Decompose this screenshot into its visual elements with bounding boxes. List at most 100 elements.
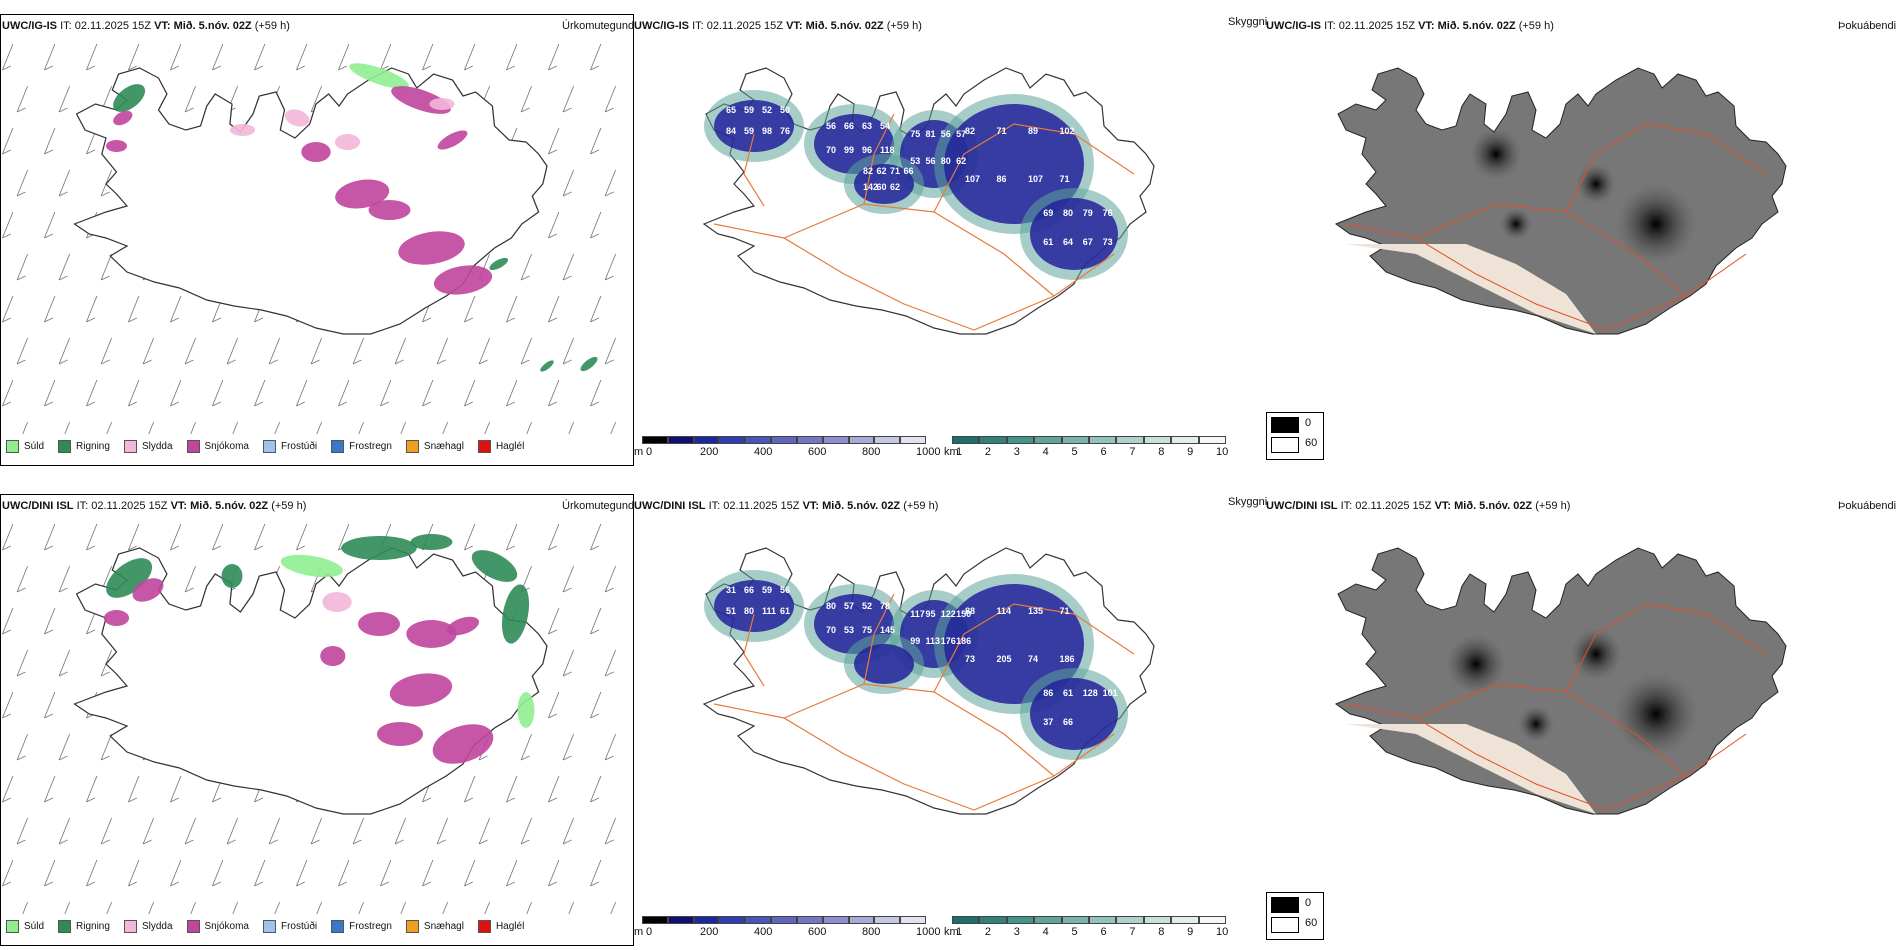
- panel-title-visibility: Skyggni: [1228, 16, 1268, 28]
- colorbar-tick-label: 0: [646, 926, 653, 938]
- wind-barb: [58, 565, 70, 593]
- wind-barb: [506, 295, 518, 323]
- dense-fog-area: [1446, 634, 1506, 694]
- precip-area: [406, 620, 457, 648]
- wind-barb: [128, 859, 140, 887]
- colorbar-segment: [719, 436, 746, 444]
- colorbar-segment: [1061, 436, 1089, 444]
- snow-depth-value: 80: [1063, 208, 1073, 218]
- wind-barb: [310, 85, 322, 113]
- colorbar-segment: [796, 916, 823, 924]
- colorbar-segment: [1143, 436, 1172, 444]
- snow-depth-value: 61: [780, 606, 790, 616]
- model-name: UWC/IG-IS: [1266, 20, 1321, 32]
- dense-fog-area: [1518, 706, 1554, 742]
- precip-type-legend-2: Súld Rigning Slydda Snjókoma Frostúði Frostre…: [6, 920, 538, 933]
- legend-label: Haglél: [495, 921, 525, 932]
- snow-depth-value: 59: [744, 126, 754, 136]
- wind-barb: [212, 859, 224, 887]
- dense-fog-area: [1470, 128, 1522, 180]
- dense-fog-area: [1576, 164, 1616, 204]
- wind-barb: [44, 379, 56, 407]
- wind-barb: [16, 169, 28, 197]
- wind-barb: [128, 379, 140, 407]
- wind-barb: [226, 337, 238, 365]
- wind-barb: [86, 43, 98, 71]
- legend-swatch: [477, 920, 491, 933]
- wind-barb: [310, 337, 322, 365]
- it-label: IT:: [76, 500, 89, 512]
- colorbar-segment: [1143, 916, 1172, 924]
- legend-swatch: [186, 920, 200, 933]
- it-label: IT:: [1340, 500, 1353, 512]
- it-value: 02.11.2025 15Z: [1355, 500, 1432, 512]
- precip-area: [357, 612, 400, 636]
- wind-barb: [106, 901, 112, 914]
- colorbar-segment: [874, 916, 901, 924]
- legend-label: Slydda: [141, 441, 173, 452]
- wind-barb: [58, 817, 70, 845]
- snow-depth-value: 99: [844, 145, 854, 155]
- wind-barb: [2, 43, 14, 71]
- snow-depth-value: 117: [910, 609, 925, 619]
- colorbar-segment: [1171, 436, 1199, 444]
- wind-barb: [548, 523, 560, 551]
- precip-type-map-1: [2, 43, 616, 434]
- it-value: 02.11.2025 15Z: [74, 20, 151, 32]
- wind-barb: [506, 523, 518, 551]
- colorbar-segment: [693, 436, 720, 444]
- precip-area: [341, 536, 417, 560]
- snow-depth-area: [854, 164, 914, 204]
- legend-item: Rigning: [58, 440, 110, 453]
- snow-depth-value: 73: [965, 654, 975, 664]
- colorbar-segment: [1034, 916, 1062, 924]
- fog-scale-swatch: [1271, 437, 1299, 453]
- legend-item: Haglél: [477, 920, 525, 933]
- snow-depth-value: 64: [1063, 237, 1073, 247]
- colorbar-unit: m: [634, 926, 644, 938]
- vt-label: VT:: [170, 500, 188, 512]
- precip-type-legend-1: Súld Rigning Slydda Snjókoma Frostúði Frostre…: [6, 440, 538, 453]
- run-header-1c: UWC/IG-IS IT: 02.11.2025 15Z VT: Mið. 5.…: [1266, 20, 1554, 32]
- dense-fog-area: [1500, 208, 1532, 240]
- wind-barb: [338, 43, 350, 71]
- legend-item: Súld: [6, 920, 44, 933]
- legend-item: Frostúði: [262, 440, 317, 453]
- snow-depth-value: 56: [826, 121, 836, 131]
- colorbar-segment: [796, 436, 823, 444]
- colorbar-tick-label: 0: [646, 446, 653, 458]
- wind-barb: [590, 43, 602, 71]
- wind-barb: [590, 775, 602, 803]
- colorbar-tick-label: 6: [1100, 926, 1107, 938]
- wind-barb: [422, 859, 434, 887]
- road-line: [743, 613, 765, 687]
- precip-area: [284, 109, 310, 127]
- wind-barb: [590, 859, 602, 887]
- wind-barb: [296, 379, 308, 407]
- snow-depth-value: 61: [1043, 237, 1053, 247]
- wind-barb: [568, 421, 574, 434]
- wind-barb: [562, 337, 574, 365]
- wind-barb: [548, 859, 560, 887]
- wind-barb: [254, 859, 266, 887]
- fog-free-lowland: [1346, 724, 1596, 814]
- wind-barb: [232, 901, 238, 914]
- snow-depth-value: 59: [762, 585, 772, 595]
- wind-barb: [604, 337, 616, 365]
- fog-colorbar-1: 0 60: [1266, 412, 1324, 460]
- colorbar-tick-label: 10: [1216, 446, 1229, 458]
- wind-barb: [548, 211, 560, 239]
- colorbar-tick-label: 200: [700, 926, 719, 938]
- snow-depth-value: 52: [862, 601, 872, 611]
- colorbar-segment: [642, 436, 668, 444]
- snow-depth-value: 76: [1103, 208, 1113, 218]
- legend-swatch: [262, 440, 276, 453]
- wind-barb: [16, 337, 28, 365]
- snow-depth-value: 122: [941, 609, 956, 619]
- snow-depth-value: 56: [941, 129, 951, 139]
- wind-barb: [358, 901, 364, 914]
- snow-depth-value: 70: [826, 145, 836, 155]
- visibility-colorbar-2: km 1 2 3 4 5 6 7 8 9 10: [944, 916, 1234, 942]
- colorbar-tick-label: 1000: [916, 446, 941, 458]
- wind-barb: [2, 775, 14, 803]
